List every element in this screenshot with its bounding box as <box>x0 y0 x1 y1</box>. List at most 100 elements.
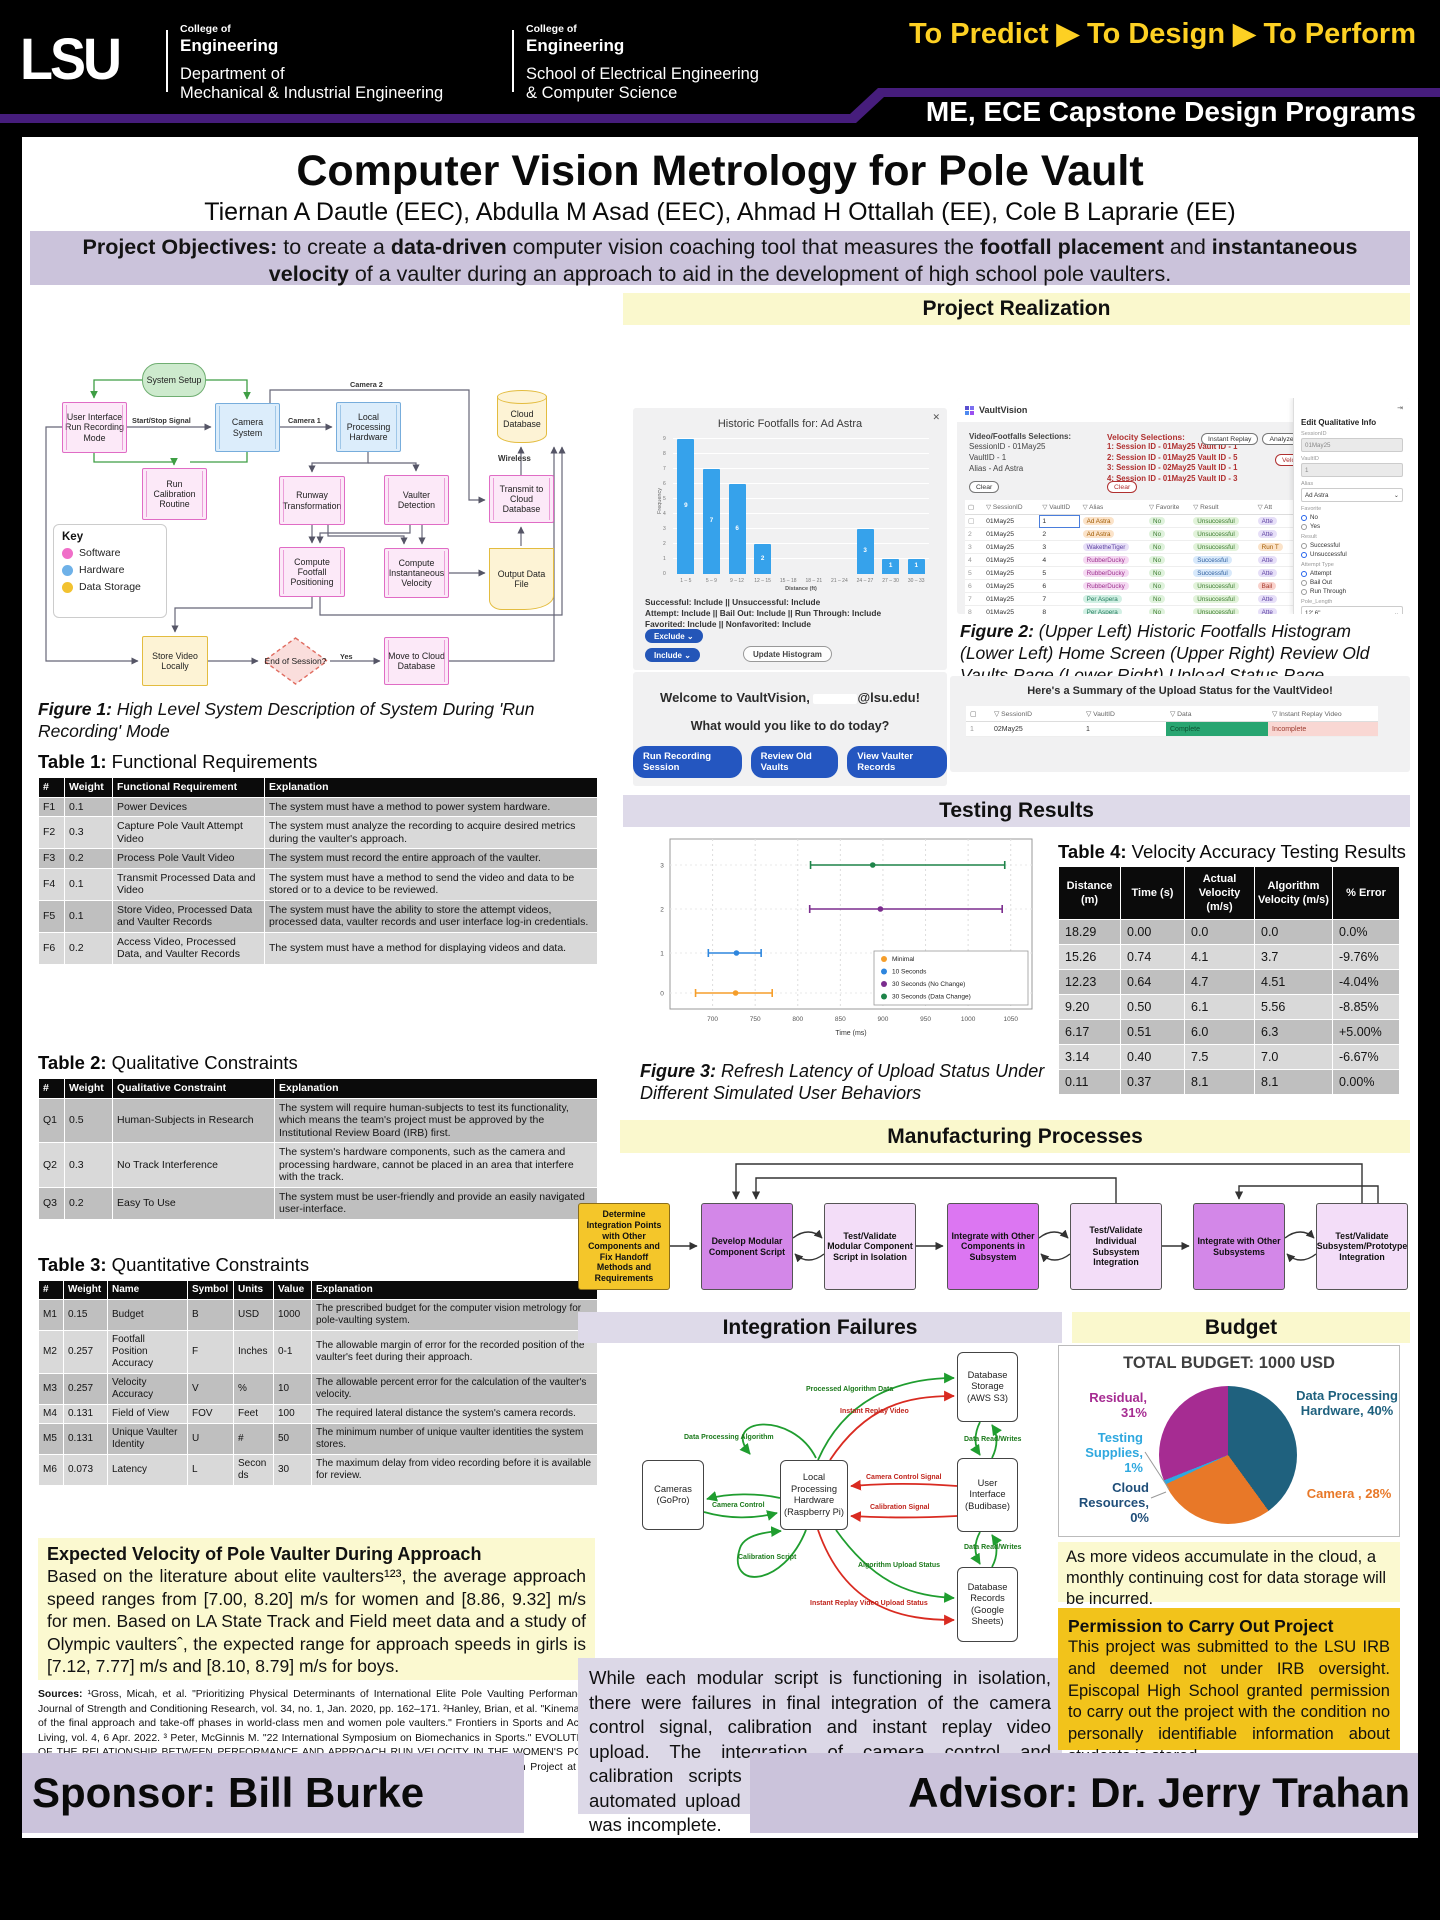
field-select[interactable]: 12' 6" ⌄ <box>1301 606 1403 614</box>
column-header[interactable]: ▽ Favorite <box>1146 500 1191 515</box>
select-all-checkbox[interactable]: ▢ <box>965 500 984 515</box>
legend-label: 30 Seconds (No Change) <box>892 981 965 988</box>
table-functional-requirements: # Weight Functional Requirement Explanation… <box>38 777 598 965</box>
x-tick-label: 21 – 24 <box>831 578 848 584</box>
upload-row: 1 02May25 1 Complete Incomplete <box>966 721 1378 737</box>
table-cell: -6.67% <box>1332 1044 1400 1070</box>
column-header[interactable]: ▽ Result <box>1190 500 1255 515</box>
table-row: 0.11 0.37 8.1 8.1 0.00% <box>1058 1069 1400 1095</box>
table-cell: 0.0% <box>1332 919 1400 945</box>
table-row: F5 0.1 Store Video, Processed Data and Vau… <box>38 899 598 933</box>
edge-label-yes: Yes <box>340 652 353 661</box>
label-camera-control-signal: Camera Control Signal <box>866 1474 942 1481</box>
vault-row[interactable]: 8 01May25 8 Per Aspera No Unsuccessful Atte <box>965 605 1303 614</box>
run-recording-session-button[interactable]: Run Recording Session <box>633 746 742 778</box>
x-tick-label: 750 <box>750 1016 761 1023</box>
cell-attempt-type: Atte <box>1254 605 1303 614</box>
radio-option[interactable]: Bail Out <box>1301 579 1403 586</box>
include-dropdown[interactable]: Include ⌄ <box>645 648 700 662</box>
cell-favorite: No <box>1146 605 1191 614</box>
column-header[interactable]: ▽ SessionID <box>990 706 1082 722</box>
node-move-to-cloud: Move to Cloud Database <box>384 637 449 685</box>
vault-row[interactable]: 5 01May25 5 RubberDucky No Successful Atte <box>965 566 1303 580</box>
radio-option[interactable]: Run Through <box>1301 588 1403 595</box>
update-histogram-button[interactable]: Update Histogram <box>743 646 832 662</box>
field-label: Alias <box>1301 481 1314 487</box>
node-aws-s3: Database Storage (AWS S3) <box>957 1352 1018 1422</box>
pie-label-camera: Camera , 28% <box>1306 1486 1392 1501</box>
table-cell: The system must record the entire approa… <box>264 848 598 869</box>
radio-option[interactable]: Yes <box>1301 523 1403 530</box>
table-cell: V <box>187 1373 234 1405</box>
table-cell: The system must have a method to send th… <box>264 867 598 901</box>
column-header[interactable]: ▽ Att <box>1254 500 1303 515</box>
radio-option[interactable]: Successful <box>1301 542 1403 549</box>
radio-option[interactable]: No <box>1301 514 1403 521</box>
table-cell: 0.74 <box>1120 944 1185 970</box>
clear-velocity-button[interactable]: Clear <box>1107 481 1138 493</box>
select-all-checkbox[interactable]: ▢ <box>966 706 990 722</box>
field-input[interactable]: 1 <box>1301 463 1403 477</box>
node-run-calibration: Run Calibration Routine <box>142 468 207 520</box>
y-tick-label: 2 <box>660 907 664 914</box>
field-input[interactable]: 01May25 <box>1301 438 1403 452</box>
radio-option[interactable]: Attempt <box>1301 570 1403 577</box>
column-header[interactable]: ▽ VaultID <box>1039 500 1080 515</box>
column-header[interactable]: ▽ VaultID <box>1082 706 1166 722</box>
column-header: Value <box>273 1280 312 1300</box>
advisor: Advisor: Dr. Jerry Trahan <box>750 1753 1418 1833</box>
field-select[interactable]: Ad Astra ⌄ <box>1301 488 1403 502</box>
column-header[interactable]: ▽ Alias <box>1079 500 1147 515</box>
gridline <box>673 512 929 514</box>
field-label: Favorite <box>1301 506 1322 512</box>
close-icon[interactable]: ✕ <box>932 412 940 422</box>
table-cell: -8.85% <box>1332 994 1400 1020</box>
view-vaulter-records-button[interactable]: View Vaulter Records <box>847 746 948 778</box>
x-tick-label: 9 – 12 <box>730 578 744 584</box>
table-row: 15.26 0.74 4.1 3.7 -9.76% <box>1058 944 1400 970</box>
radio-option[interactable]: Unsuccessful <box>1301 551 1403 558</box>
table-cell: M4 <box>38 1404 64 1424</box>
table-cell: Velocity Accuracy <box>107 1373 188 1405</box>
cell-alias: Ad Astra <box>1079 514 1147 528</box>
permission-box: Permission to Carry Out Project This pro… <box>1058 1608 1400 1765</box>
cell-vault-id: 5 <box>1039 566 1080 580</box>
y-tick-label: 8 <box>663 450 666 457</box>
collapse-icon[interactable]: ⇥ <box>1397 405 1403 412</box>
row-checkbox[interactable]: ▢ <box>965 514 984 528</box>
vault-row[interactable]: ▢ 01May25 1 Ad Astra No Unsuccessful Atte <box>965 514 1303 528</box>
instant-replay-button[interactable]: Instant Replay <box>1201 433 1259 445</box>
clear-selections-button[interactable]: Clear <box>969 481 1000 493</box>
table-cell: 15.26 <box>1058 944 1121 970</box>
table-row: M6 0.073 Latency L Seconds 30 The maximum dela… <box>38 1454 598 1486</box>
column-header[interactable]: ▽ Data <box>1166 706 1268 722</box>
exclude-dropdown[interactable]: Exclude ⌄ <box>645 629 703 643</box>
pie-label-cloud: Cloud Resources, 0% <box>1078 1480 1149 1525</box>
label-data-processing-algorithm: Data Processing Algorithm <box>684 1434 774 1441</box>
table-cell: Process Pole Vault Video <box>112 848 265 869</box>
table-cell: 0.11 <box>1058 1069 1121 1095</box>
vault-row[interactable]: 7 01May25 7 Per Aspera No Unsuccessful Atte <box>965 592 1303 606</box>
label-data-read-writes-1: Data Read/Writes <box>964 1436 1022 1443</box>
review-old-vaults-button[interactable]: Review Old Vaults <box>750 746 839 778</box>
cell-vault-id: 1 <box>1082 721 1166 737</box>
gridline <box>673 542 929 544</box>
vault-row[interactable]: 3 01May25 3 WaketheTiger No Unsuccessful Run T <box>965 540 1303 554</box>
cell-session-id: 01May25 <box>983 540 1040 554</box>
vault-row[interactable]: 4 01May25 4 RubberDucky No Successful Atte <box>965 553 1303 567</box>
table-cell: 18.29 <box>1058 919 1121 945</box>
process-step: Integrate with Other Components in Subsy… <box>947 1203 1039 1290</box>
vault-row[interactable]: 2 01May25 2 Ad Astra No Unsuccessful Atte <box>965 527 1303 541</box>
manufacturing-arrows <box>670 1163 1379 1263</box>
row-number: 2 <box>965 527 984 541</box>
y-tick-label: 3 <box>663 525 666 532</box>
field-label: SessionID <box>1301 431 1327 437</box>
vault-row[interactable]: 6 01May25 6 RubberDucky No Unsuccessful Bail <box>965 579 1303 593</box>
column-header[interactable]: ▽ SessionID <box>983 500 1040 515</box>
table-cell: Footfall Position Accuracy <box>107 1330 188 1374</box>
column-header: # <box>38 1078 65 1099</box>
column-header[interactable]: ▽ Instant Replay Video <box>1268 706 1378 722</box>
table-cell: The required lateral distance the system… <box>311 1404 598 1424</box>
histogram-bar: 1 <box>907 558 925 574</box>
